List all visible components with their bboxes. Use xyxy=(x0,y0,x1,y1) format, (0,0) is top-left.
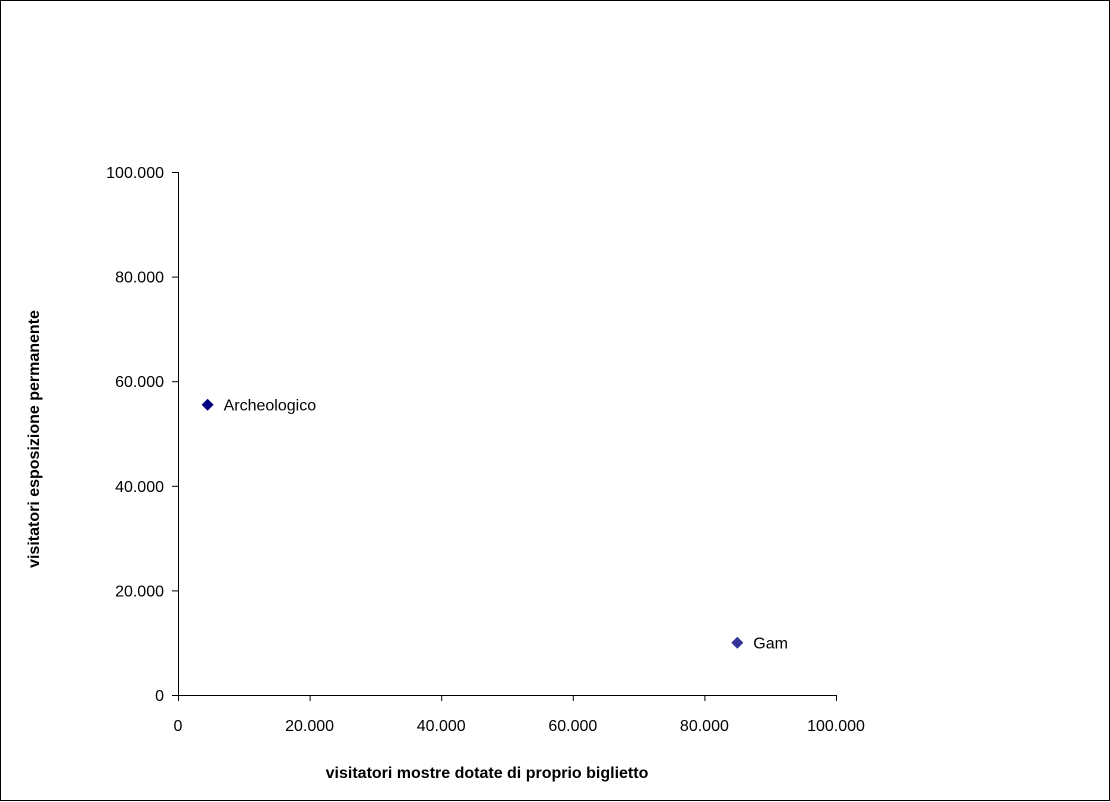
x-tick-label: 40.000 xyxy=(417,718,466,735)
x-tick-label: 60.000 xyxy=(548,718,597,735)
data-point-marker xyxy=(731,636,744,649)
x-tick-label: 100.000 xyxy=(807,718,865,735)
y-ticks: 0 20.000 40.000 60.000 80.000 100.000 xyxy=(106,165,178,705)
x-ticks: 0 20.000 40.000 60.000 80.000 100.000 xyxy=(174,695,865,735)
data-point-label: Archeologico xyxy=(224,398,317,415)
y-tick-label: 60.000 xyxy=(115,374,164,391)
data-point-marker xyxy=(201,398,214,411)
x-tick-label: 80.000 xyxy=(680,718,729,735)
y-tick-label: 40.000 xyxy=(115,479,164,496)
x-tick-label: 0 xyxy=(174,718,183,735)
data-point-label: Gam xyxy=(753,636,788,653)
y-tick-label: 20.000 xyxy=(115,583,164,600)
y-tick-label: 80.000 xyxy=(115,270,164,287)
y-tick-label: 100.000 xyxy=(106,165,164,182)
x-tick-label: 20.000 xyxy=(285,718,334,735)
data-points: Archeologico Gam xyxy=(201,398,788,653)
axes xyxy=(178,172,836,696)
y-tick-label: 0 xyxy=(155,688,164,705)
x-axis-title: visitatori mostre dotate di proprio bigl… xyxy=(326,765,649,782)
y-axis-title: visitatori esposizione permanente xyxy=(26,310,43,568)
